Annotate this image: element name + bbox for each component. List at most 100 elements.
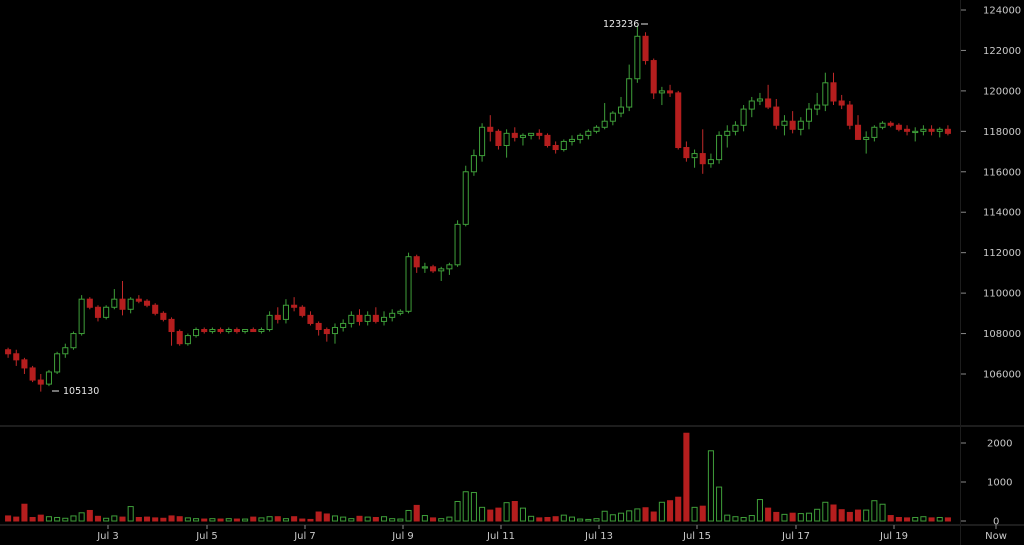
volume-bar (593, 518, 600, 522)
candle-body (699, 153, 706, 165)
volume-bar (274, 516, 281, 522)
candle (299, 305, 306, 318)
time-axis: Jul 3 Jul 5 Jul 7 Jul 9 Jul 11 Jul 13 Jul 15 Ju… (96, 525, 1007, 542)
volume-bar (446, 516, 453, 522)
volume-bar (86, 509, 93, 522)
volume-bar (70, 515, 77, 522)
candle (282, 299, 289, 324)
candle-body (748, 100, 755, 110)
candle-body (822, 82, 829, 106)
candle (675, 90, 682, 150)
candle-body (838, 100, 845, 106)
candle (634, 25, 641, 83)
candle (748, 96, 755, 118)
candle-body (405, 256, 412, 312)
candle-body (667, 90, 674, 94)
candle-body (127, 298, 134, 310)
volume-bar (863, 509, 870, 522)
volume-bar (740, 516, 747, 522)
time-tick-label: Now (985, 531, 1007, 542)
candle (479, 123, 486, 162)
time-tick-label: Jul 19 (879, 531, 908, 542)
candle-body (119, 298, 126, 310)
candle (168, 317, 175, 346)
price-tick-label: 110000 (983, 289, 1021, 300)
candle-body (626, 78, 633, 108)
volume-tick-label: 2000 (987, 439, 1012, 450)
volume-bar (421, 515, 428, 522)
candle (446, 262, 453, 275)
high-annotation: 123236 (603, 19, 648, 30)
candle (593, 125, 600, 134)
candle (397, 309, 404, 316)
volume-bar (119, 516, 126, 522)
volume-bar (438, 518, 445, 522)
candle (307, 311, 314, 326)
candle-body (421, 266, 428, 269)
candle (773, 98, 780, 130)
candle (683, 141, 690, 162)
candle-body (863, 136, 870, 140)
candle (348, 311, 355, 328)
volume-bar (315, 511, 322, 522)
candle-body (552, 144, 559, 151)
candle (904, 125, 911, 136)
candle-body (724, 130, 731, 136)
candle (519, 133, 526, 146)
candle (699, 129, 706, 174)
time-tick-label: Jul 9 (391, 531, 414, 542)
candle (871, 125, 878, 142)
volume-bar (430, 517, 437, 522)
volume-bar (103, 517, 110, 522)
candle-body (928, 128, 935, 132)
candle (707, 153, 714, 168)
time-tick-label: Jul 13 (584, 531, 613, 542)
candle (21, 357, 28, 374)
volume-bar (895, 516, 902, 522)
candle (912, 127, 919, 142)
candle-body (544, 134, 551, 146)
price-tick-label: 124000 (983, 6, 1021, 17)
volume-bar (495, 507, 502, 522)
time-tick-label: Jul 7 (293, 531, 316, 542)
candle (421, 262, 428, 273)
candle-body (307, 314, 314, 324)
candle-body (111, 298, 118, 308)
candle-body (380, 316, 388, 322)
volume-bar (944, 517, 951, 522)
candle (184, 333, 191, 346)
candle-body (683, 147, 690, 159)
candle-body (732, 124, 739, 132)
candle-body (103, 306, 110, 318)
candle-body (160, 312, 167, 320)
volume-bar (634, 508, 641, 522)
candle-body (291, 304, 298, 308)
candle-body (642, 35, 649, 62)
candle-body (805, 108, 813, 122)
volume-bar (348, 518, 355, 522)
candle-body (585, 130, 592, 136)
volume-bar (143, 516, 151, 522)
volume-bar (536, 517, 543, 522)
volume-bar (936, 516, 943, 522)
volume-tick-label: 1000 (987, 478, 1012, 489)
candle-body (266, 314, 273, 331)
volume-bar (209, 518, 216, 522)
volume-bar (830, 504, 837, 522)
volume-bar (691, 506, 698, 522)
candle (487, 115, 494, 142)
candle (822, 72, 829, 112)
volume-bar (879, 503, 886, 522)
volume-bar (658, 501, 665, 522)
volume-bar (160, 517, 167, 522)
volume-bar (307, 518, 314, 522)
candle (667, 84, 674, 97)
candle-body (201, 329, 208, 333)
candle (78, 295, 85, 336)
volume-bar (503, 502, 510, 522)
volume-bar (707, 450, 714, 522)
candle (13, 349, 20, 366)
candle-body (830, 82, 837, 102)
candle (217, 327, 224, 334)
volume-bar (193, 518, 200, 522)
